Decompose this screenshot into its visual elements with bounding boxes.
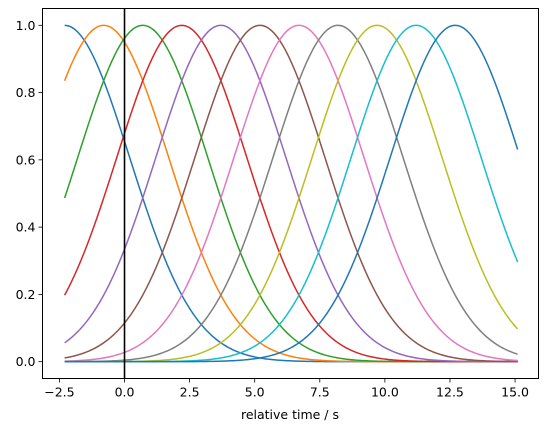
series-line-11	[64, 24, 519, 363]
series-line-8	[64, 24, 518, 363]
series-line-7	[64, 24, 518, 362]
series-line-5	[64, 24, 518, 363]
series-line-4	[63, 24, 518, 363]
y-tick-label: 1.0	[16, 18, 36, 33]
x-tick-label: −2.5	[44, 385, 74, 400]
y-tick-label: 0.4	[16, 220, 36, 235]
x-tick-label: 2.5	[180, 385, 200, 400]
x-tick-label: 0.0	[115, 385, 135, 400]
plot-frame	[42, 8, 539, 379]
y-axis-ticks: 0.0 0.2 0.4 0.6 0.8 1.0	[16, 18, 43, 369]
y-tick-label: 0.8	[16, 85, 36, 100]
series-layer	[63, 24, 519, 363]
series-line-6	[64, 24, 518, 363]
x-tick-label: 5.0	[245, 385, 265, 400]
y-tick-label: 0.6	[16, 152, 36, 167]
x-axis-label: relative time / s	[241, 407, 339, 422]
x-tick-label: 10.0	[371, 385, 399, 400]
x-axis-ticks: −2.5 0.0 2.5 5.0 7.5 10.0 12.5 15.0	[44, 378, 529, 400]
y-tick-label: 0.2	[16, 287, 36, 302]
x-tick-label: 15.0	[501, 385, 529, 400]
x-tick-label: 12.5	[436, 385, 464, 400]
y-tick-label: 0.0	[16, 354, 36, 369]
x-tick-label: 7.5	[310, 385, 330, 400]
